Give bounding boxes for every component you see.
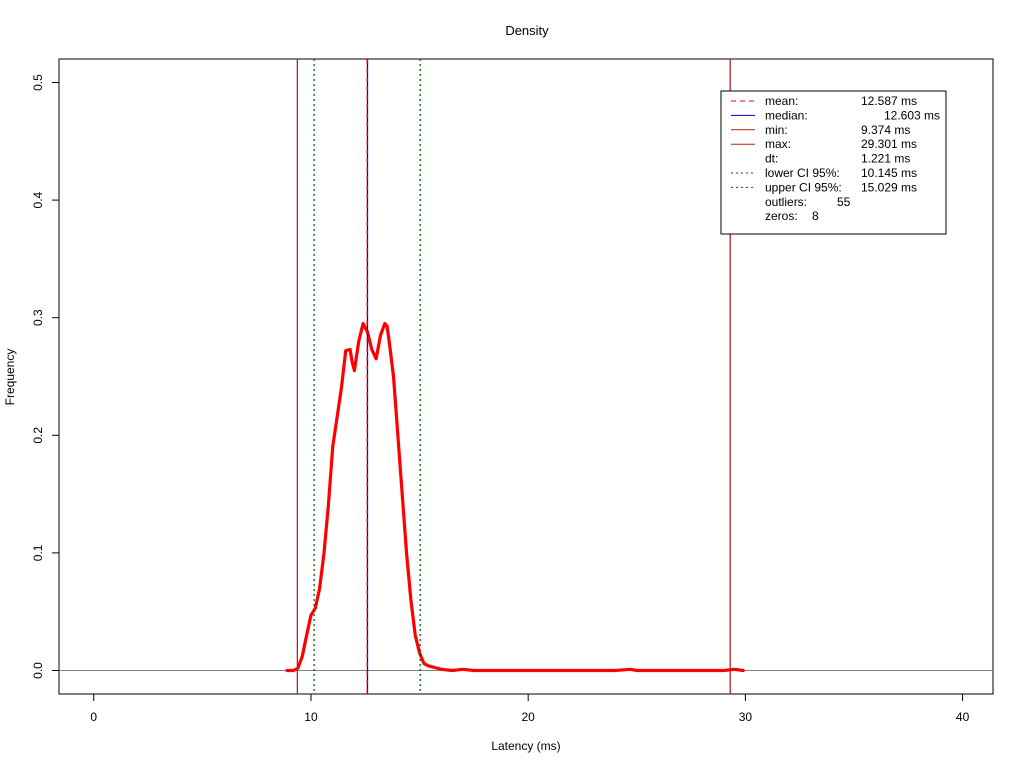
legend-label: upper CI 95%: (765, 180, 842, 194)
legend-label: mean: (765, 94, 798, 108)
y-tick-label: 0.4 (31, 191, 45, 208)
x-tick-label: 40 (956, 710, 970, 724)
legend-value: 55 (837, 195, 851, 209)
legend-value: 10.145 ms (861, 166, 917, 180)
density-curve (285, 321, 745, 673)
legend-label: dt: (765, 152, 778, 166)
plot-frame (58, 58, 994, 695)
x-tick-label: 20 (521, 710, 535, 724)
legend-value: 12.587 ms (861, 94, 917, 108)
legend-value: 9.374 ms (861, 123, 910, 137)
y-tick-label: 0.1 (31, 544, 45, 561)
legend-value: 8 (812, 209, 819, 223)
chart-title: Density (505, 23, 549, 38)
y-tick-label: 0.0 (31, 662, 45, 679)
plot-area: 0 10 20 30 40 0.0 0.1 0.2 0.3 0.4 0.5 (31, 58, 994, 724)
x-tick-label: 10 (304, 710, 318, 724)
legend-value: 15.029 ms (861, 180, 917, 194)
legend-label: lower CI 95%: (765, 166, 840, 180)
legend-label: outliers: (765, 195, 807, 209)
legend-value: 29.301 ms (861, 137, 917, 151)
legend-box (720, 90, 947, 235)
y-tick-label: 0.2 (31, 427, 45, 444)
legend: mean: 12.587 ms median: 12.603 ms min: 9.374 … (720, 90, 947, 235)
legend-label: median: (765, 108, 808, 122)
x-tick-label: 0 (90, 710, 97, 724)
x-axis-label: Latency (ms) (491, 739, 560, 753)
legend-label: min: (765, 123, 788, 137)
y-axis-label: Frequency (3, 349, 17, 406)
legend-label: zeros: (765, 209, 798, 223)
legend-label: max: (765, 137, 791, 151)
legend-value: 12.603 ms (884, 108, 940, 122)
x-tick-label: 30 (739, 710, 753, 724)
legend-value: 1.221 ms (861, 152, 910, 166)
y-tick-label: 0.5 (31, 74, 45, 91)
y-tick-label: 0.3 (31, 309, 45, 326)
